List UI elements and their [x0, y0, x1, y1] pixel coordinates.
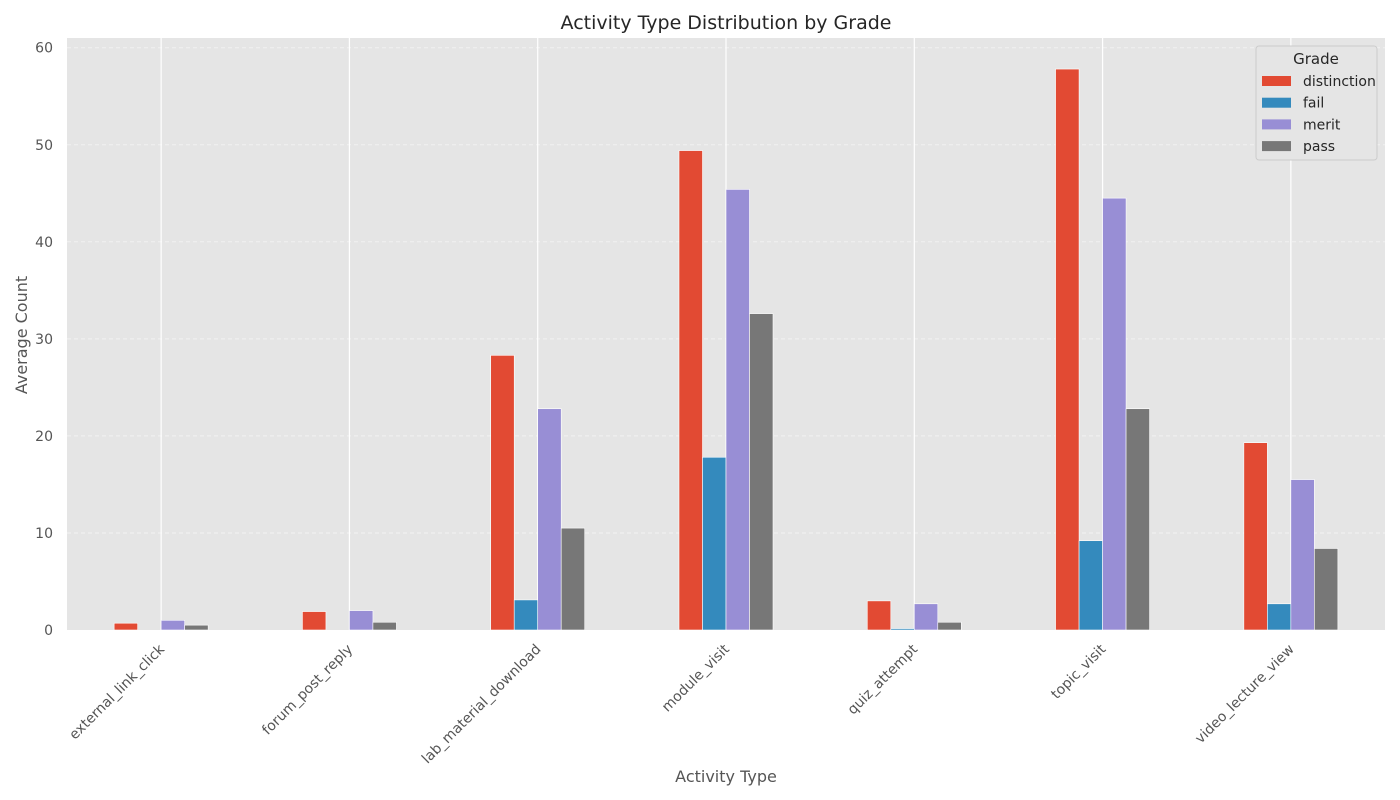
bar-merit-external_link_click [160, 619, 185, 631]
legend-label-merit: merit [1303, 117, 1341, 133]
bars [113, 68, 1339, 631]
x-tick-label: quiz_attempt [845, 641, 922, 718]
legend-label-fail: fail [1303, 96, 1324, 112]
legend-swatch-merit [1262, 119, 1291, 130]
bar-fail-video_lecture_view [1267, 603, 1292, 631]
chart-title: Activity Type Distribution by Grade [561, 12, 892, 34]
bar-distinction-quiz_attempt [866, 600, 892, 631]
bar-distinction-forum_post_reply [302, 611, 327, 631]
bar-distinction-module_visit [678, 150, 703, 631]
bar-distinction-topic_visit [1055, 68, 1080, 631]
bar-merit-topic_visit [1102, 197, 1127, 631]
legend: Grade distinction fail merit pass [1255, 45, 1378, 161]
legend-label-distinction: distinction [1303, 74, 1376, 90]
bar-fail-module_visit [702, 456, 727, 631]
bar-fail-lab_material_download [513, 599, 539, 631]
y-tick-label: 60 [35, 41, 53, 57]
x-axis-ticks: external_link_click forum_post_reply lab_m… [66, 641, 1297, 767]
y-tick-label: 40 [35, 235, 53, 251]
y-tick-label: 20 [35, 429, 53, 445]
y-tick-label: 10 [35, 526, 53, 542]
y-axis-ticks: 0 10 20 30 40 50 60 [35, 41, 53, 639]
legend-title: Grade [1293, 50, 1339, 68]
x-tick-label: external_link_click [66, 641, 168, 743]
legend-label-pass: pass [1303, 139, 1335, 155]
bar-pass-forum_post_reply [372, 621, 397, 631]
x-axis-label: Activity Type [675, 767, 777, 786]
bar-fail-quiz_attempt [890, 628, 915, 631]
legend-swatch-fail [1262, 97, 1291, 108]
bar-pass-topic_visit [1125, 408, 1150, 631]
bar-merit-quiz_attempt [913, 603, 939, 631]
bar-merit-module_visit [725, 189, 750, 631]
y-tick-label: 30 [35, 332, 53, 348]
bar-merit-forum_post_reply [349, 610, 374, 631]
bar-fail-topic_visit [1078, 540, 1103, 631]
x-tick-label: module_visit [659, 641, 733, 715]
y-tick-label: 0 [44, 623, 53, 639]
bar-distinction-external_link_click [113, 622, 138, 631]
bar-pass-external_link_click [184, 624, 209, 631]
bar-pass-quiz_attempt [937, 621, 962, 631]
bar-pass-module_visit [749, 313, 774, 631]
bar-pass-video_lecture_view [1314, 548, 1339, 631]
bar-pass-lab_material_download [560, 527, 586, 631]
x-tick-label: forum_post_reply [259, 642, 356, 739]
bar-distinction-video_lecture_view [1243, 442, 1268, 631]
legend-swatch-distinction [1262, 76, 1291, 86]
legend-box [1255, 45, 1378, 161]
bar-merit-lab_material_download [537, 408, 562, 631]
bar-distinction-lab_material_download [490, 355, 515, 631]
x-tick-label: lab_material_download [419, 642, 545, 768]
legend-swatch-pass [1262, 141, 1291, 152]
bar-merit-video_lecture_view [1290, 479, 1315, 631]
x-tick-label: video_lecture_view [1192, 642, 1297, 747]
y-axis-label: Average Count [12, 276, 31, 394]
x-tick-label: topic_visit [1048, 641, 1109, 702]
y-tick-label: 50 [35, 138, 53, 154]
